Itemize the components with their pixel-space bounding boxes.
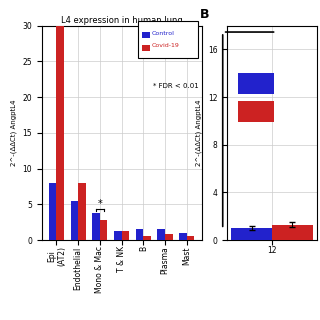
Bar bbox=[187, 236, 194, 240]
Text: B: B bbox=[200, 8, 210, 21]
Bar bbox=[179, 233, 187, 240]
FancyBboxPatch shape bbox=[138, 21, 198, 58]
Bar bbox=[165, 234, 172, 240]
Bar bbox=[49, 183, 56, 240]
Y-axis label: 2^-(ΔΔCt) AngptL4: 2^-(ΔΔCt) AngptL4 bbox=[196, 100, 202, 166]
Bar bbox=[143, 236, 151, 240]
FancyBboxPatch shape bbox=[142, 32, 150, 38]
Bar bbox=[100, 220, 108, 240]
FancyBboxPatch shape bbox=[142, 44, 150, 51]
Bar bbox=[78, 183, 86, 240]
Text: Covid-19: Covid-19 bbox=[152, 44, 180, 48]
Bar bbox=[122, 231, 129, 240]
Bar bbox=[92, 213, 100, 240]
Bar bbox=[136, 228, 143, 240]
Bar bbox=[71, 201, 78, 240]
Bar bbox=[157, 229, 165, 240]
Text: * FDR < 0.01: * FDR < 0.01 bbox=[153, 84, 198, 90]
Title: L4 expression in human lung: L4 expression in human lung bbox=[61, 16, 182, 25]
Bar bbox=[272, 225, 313, 240]
Bar bbox=[56, 26, 64, 240]
Bar bbox=[114, 231, 122, 240]
Text: *: * bbox=[98, 199, 102, 209]
Bar bbox=[231, 228, 272, 240]
Y-axis label: 2^-(ΔΔCt) AngptL4: 2^-(ΔΔCt) AngptL4 bbox=[10, 100, 17, 166]
Text: Control: Control bbox=[152, 31, 175, 36]
FancyBboxPatch shape bbox=[238, 73, 274, 94]
FancyBboxPatch shape bbox=[238, 100, 274, 122]
